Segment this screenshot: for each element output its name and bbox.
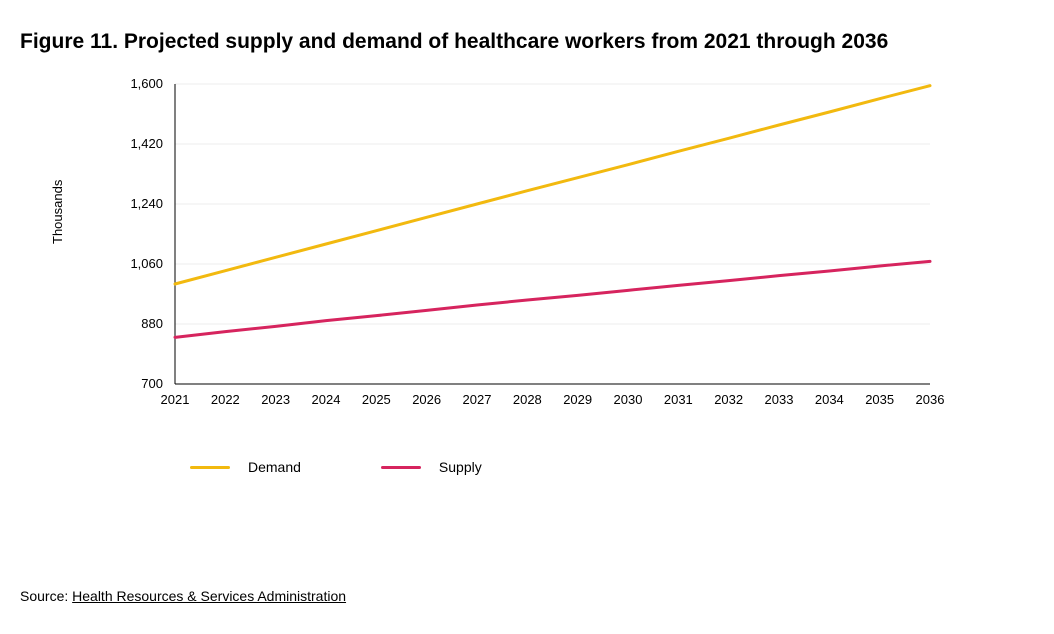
x-tick-label: 2033 (765, 392, 794, 407)
x-tick-label: 2036 (916, 392, 945, 407)
x-tick-label: 2029 (563, 392, 592, 407)
legend-label-demand: Demand (248, 459, 301, 475)
y-tick-label: 1,420 (130, 136, 163, 151)
legend-item-demand: Demand (190, 459, 301, 475)
legend-swatch-supply (381, 466, 421, 469)
x-tick-label: 2022 (211, 392, 240, 407)
x-tick-label: 2026 (412, 392, 441, 407)
x-tick-label: 2021 (161, 392, 190, 407)
x-tick-label: 2034 (815, 392, 844, 407)
legend-item-supply: Supply (381, 459, 482, 475)
series-line-supply (175, 261, 930, 337)
x-tick-label: 2032 (714, 392, 743, 407)
legend-label-supply: Supply (439, 459, 482, 475)
figure-title: Figure 11. Projected supply and demand o… (20, 30, 1034, 54)
y-tick-label: 1,600 (130, 76, 163, 91)
y-tick-label: 1,060 (130, 256, 163, 271)
y-tick-label: 1,240 (130, 196, 163, 211)
series-line-demand (175, 86, 930, 284)
x-tick-label: 2025 (362, 392, 391, 407)
x-tick-label: 2031 (664, 392, 693, 407)
x-tick-label: 2024 (312, 392, 341, 407)
y-tick-label: 880 (141, 316, 163, 331)
source-link[interactable]: Health Resources & Services Administrati… (72, 588, 346, 604)
source-prefix: Source: (20, 588, 72, 604)
x-tick-label: 2030 (614, 392, 643, 407)
x-tick-label: 2035 (865, 392, 894, 407)
line-chart: 700 880 1,060 1,240 1,420 1,600 2021 2022 2023 20… (60, 74, 960, 424)
source-line: Source: Health Resources & Services Admi… (20, 588, 346, 604)
legend-swatch-demand (190, 466, 230, 469)
legend: Demand Supply (190, 459, 1034, 475)
y-tick-label: 700 (141, 376, 163, 391)
chart-area: Thousands 7008801,0601,2401,4201,6002021… (60, 74, 1034, 475)
x-tick-label: 2028 (513, 392, 542, 407)
x-tick-label: 2027 (463, 392, 492, 407)
x-tick-label: 2023 (261, 392, 290, 407)
figure-container: Figure 11. Projected supply and demand o… (0, 0, 1054, 634)
y-axis-label: Thousands (50, 180, 65, 244)
